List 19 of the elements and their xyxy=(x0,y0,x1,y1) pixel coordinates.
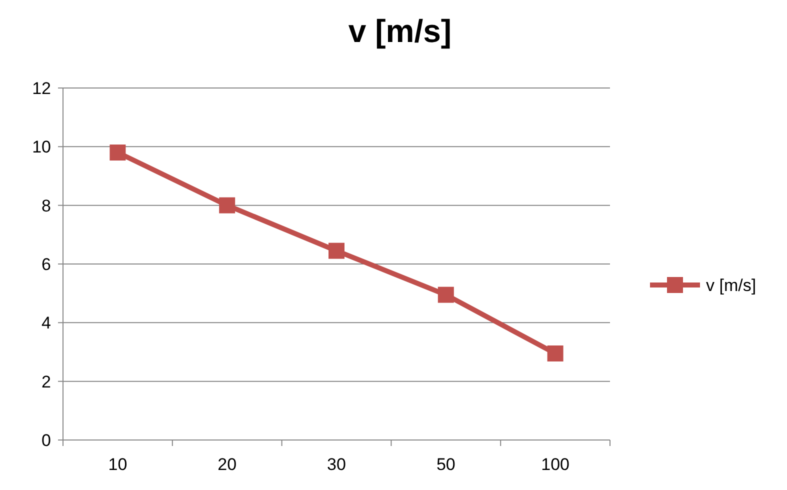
y-tick-label: 12 xyxy=(32,78,51,98)
y-tick-label: 6 xyxy=(42,254,51,274)
point xyxy=(219,197,236,214)
y-tick-label: 2 xyxy=(42,372,51,392)
point xyxy=(547,345,564,362)
chart-title: v [m/s] xyxy=(348,13,452,49)
point xyxy=(328,242,344,259)
point xyxy=(110,144,126,161)
y-tick-label: 10 xyxy=(32,138,51,157)
x-tick-label: 20 xyxy=(218,455,237,474)
x-tick-label: 30 xyxy=(327,455,346,474)
legend-label: v [m/s] xyxy=(706,276,756,295)
y-tick-label: 8 xyxy=(42,196,51,216)
x-tick-label: 50 xyxy=(436,455,456,474)
x-tick-label: 100 xyxy=(541,455,570,474)
y-tick-label: 0 xyxy=(42,430,51,450)
point xyxy=(438,286,454,303)
y-tick-label: 4 xyxy=(42,314,51,333)
x-tick-label: 10 xyxy=(108,455,128,474)
